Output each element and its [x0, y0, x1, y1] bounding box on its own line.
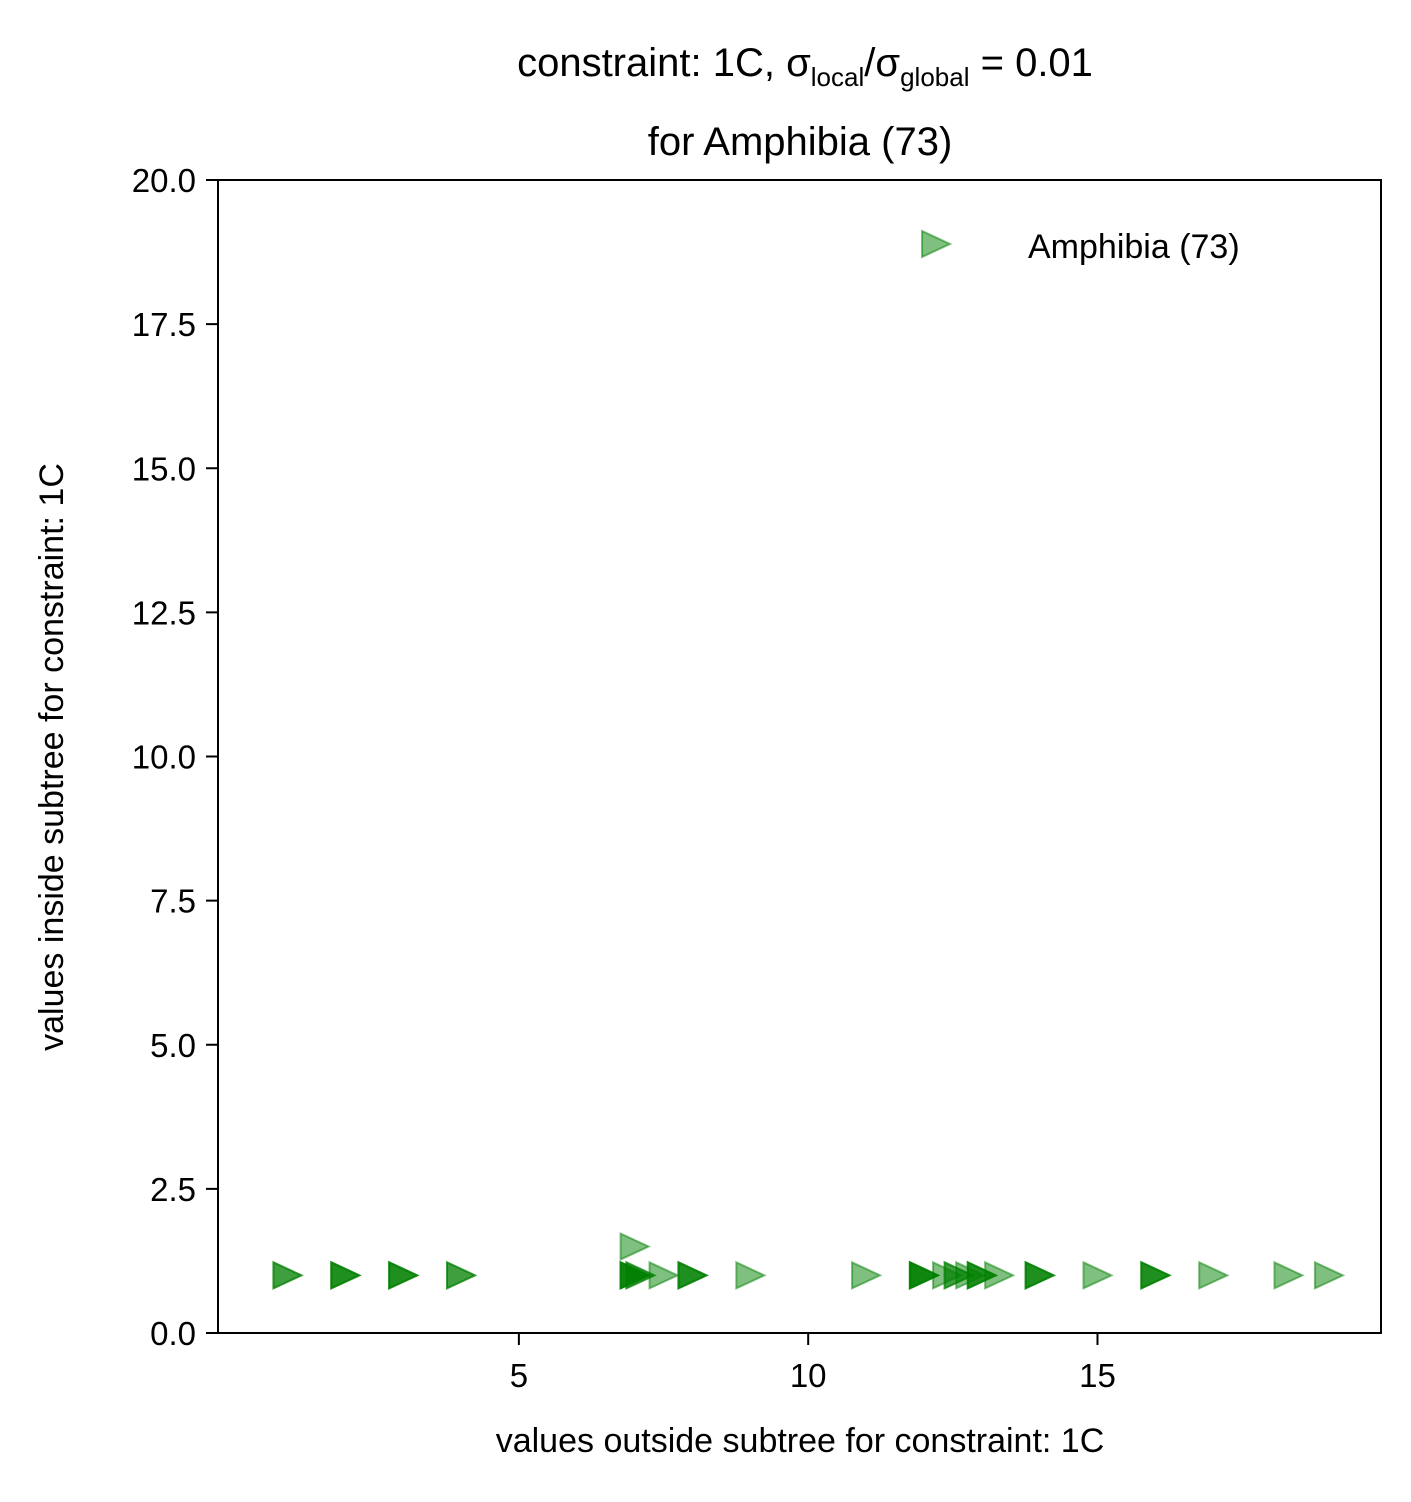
y-tick-label: 5.0 — [150, 1027, 196, 1064]
data-point-triangle — [1273, 1260, 1305, 1290]
chart-title-line2: for Amphibia (73) — [648, 120, 953, 164]
data-markers — [272, 1231, 1346, 1290]
y-axis-label: values inside subtree for constraint: 1C — [33, 463, 71, 1051]
x-tick-label: 15 — [1079, 1357, 1116, 1394]
chart-title: constraint: 1C, σlocal/σglobal = 0.01 fo… — [517, 41, 1093, 164]
x-tick-label: 10 — [790, 1357, 827, 1394]
y-axis: 0.0 2.5 5.0 7.5 10.0 12.5 15.0 17.5 20.0 — [132, 162, 218, 1352]
y-tick-label: 0.0 — [150, 1315, 196, 1352]
y-tick-label: 15.0 — [132, 450, 196, 487]
data-point-triangle — [735, 1260, 767, 1290]
data-point-triangle — [908, 1260, 941, 1290]
y-tick-label: 17.5 — [132, 306, 196, 343]
data-point-triangle — [984, 1260, 1016, 1290]
data-point-triangle — [446, 1260, 478, 1290]
y-tick-label: 10.0 — [132, 739, 196, 776]
y-tick-label: 20.0 — [132, 162, 196, 199]
data-point-triangle — [1313, 1260, 1346, 1290]
data-point-triangle — [619, 1231, 651, 1262]
legend: Amphibia (73) — [921, 228, 1240, 266]
data-point-triangle — [851, 1260, 883, 1290]
data-point-triangle — [625, 1260, 657, 1290]
data-point-triangle — [1082, 1260, 1114, 1290]
data-point-triangle — [648, 1260, 680, 1290]
legend-marker-triangle — [921, 229, 953, 259]
y-tick-label: 7.5 — [150, 883, 196, 920]
y-tick-label: 12.5 — [132, 594, 196, 631]
x-axis: 5 10 15 — [510, 1333, 1116, 1394]
data-point-triangle — [272, 1260, 304, 1290]
data-point-triangle — [1024, 1260, 1056, 1290]
y-tick-label: 2.5 — [150, 1171, 196, 1208]
x-axis-label: values outside subtree for constraint: 1… — [496, 1422, 1105, 1460]
x-tick-label: 5 — [510, 1357, 528, 1394]
data-point-triangle — [330, 1260, 362, 1290]
data-point-triangle — [966, 1260, 999, 1290]
chart-title-line1: constraint: 1C, σlocal/σglobal = 0.01 — [517, 41, 1093, 92]
data-point-triangle — [388, 1260, 420, 1290]
data-point-triangle — [1198, 1260, 1230, 1290]
data-point-triangle — [1140, 1260, 1172, 1290]
legend-label: Amphibia (73) — [1028, 228, 1240, 266]
data-point-triangle — [677, 1260, 709, 1290]
